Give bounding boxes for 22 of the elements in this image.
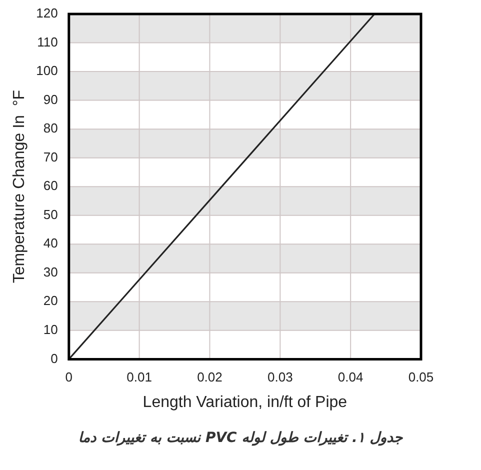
y-tick-label: 0 bbox=[50, 350, 58, 366]
y-tick-label: 100 bbox=[36, 63, 58, 78]
x-tick-label: 0.03 bbox=[268, 370, 293, 385]
y-tick-label: 120 bbox=[36, 6, 58, 21]
y-tick-label: 20 bbox=[43, 293, 58, 308]
y-tick-label: 10 bbox=[43, 322, 58, 338]
y-tick-label: 90 bbox=[43, 92, 58, 107]
y-tick-label: 40 bbox=[43, 236, 58, 251]
y-tick-label: 50 bbox=[43, 206, 58, 222]
y-tick-label: 30 bbox=[43, 264, 58, 280]
text: جدول ۱. تغییرات طول لوله PVC نسبت به تغییرات دما bbox=[77, 430, 404, 446]
y-tick-label: 60 bbox=[43, 178, 58, 194]
x-tick-label: 0.05 bbox=[408, 370, 434, 385]
x-tick-label: 0 bbox=[65, 370, 73, 385]
y-tick-label: 70 bbox=[43, 149, 58, 164]
x-axis-title: Length Variation, in/ft of Pipe bbox=[142, 394, 348, 411]
y-axis-title: Temperature Change In °F bbox=[11, 90, 28, 284]
y-tick-label: 110 bbox=[37, 34, 58, 50]
x-tick-label: 0.02 bbox=[197, 370, 222, 385]
y-tick-label: 80 bbox=[43, 120, 58, 136]
x-tick-label: 0.01 bbox=[126, 370, 152, 385]
x-tick-label: 0.04 bbox=[338, 370, 364, 385]
